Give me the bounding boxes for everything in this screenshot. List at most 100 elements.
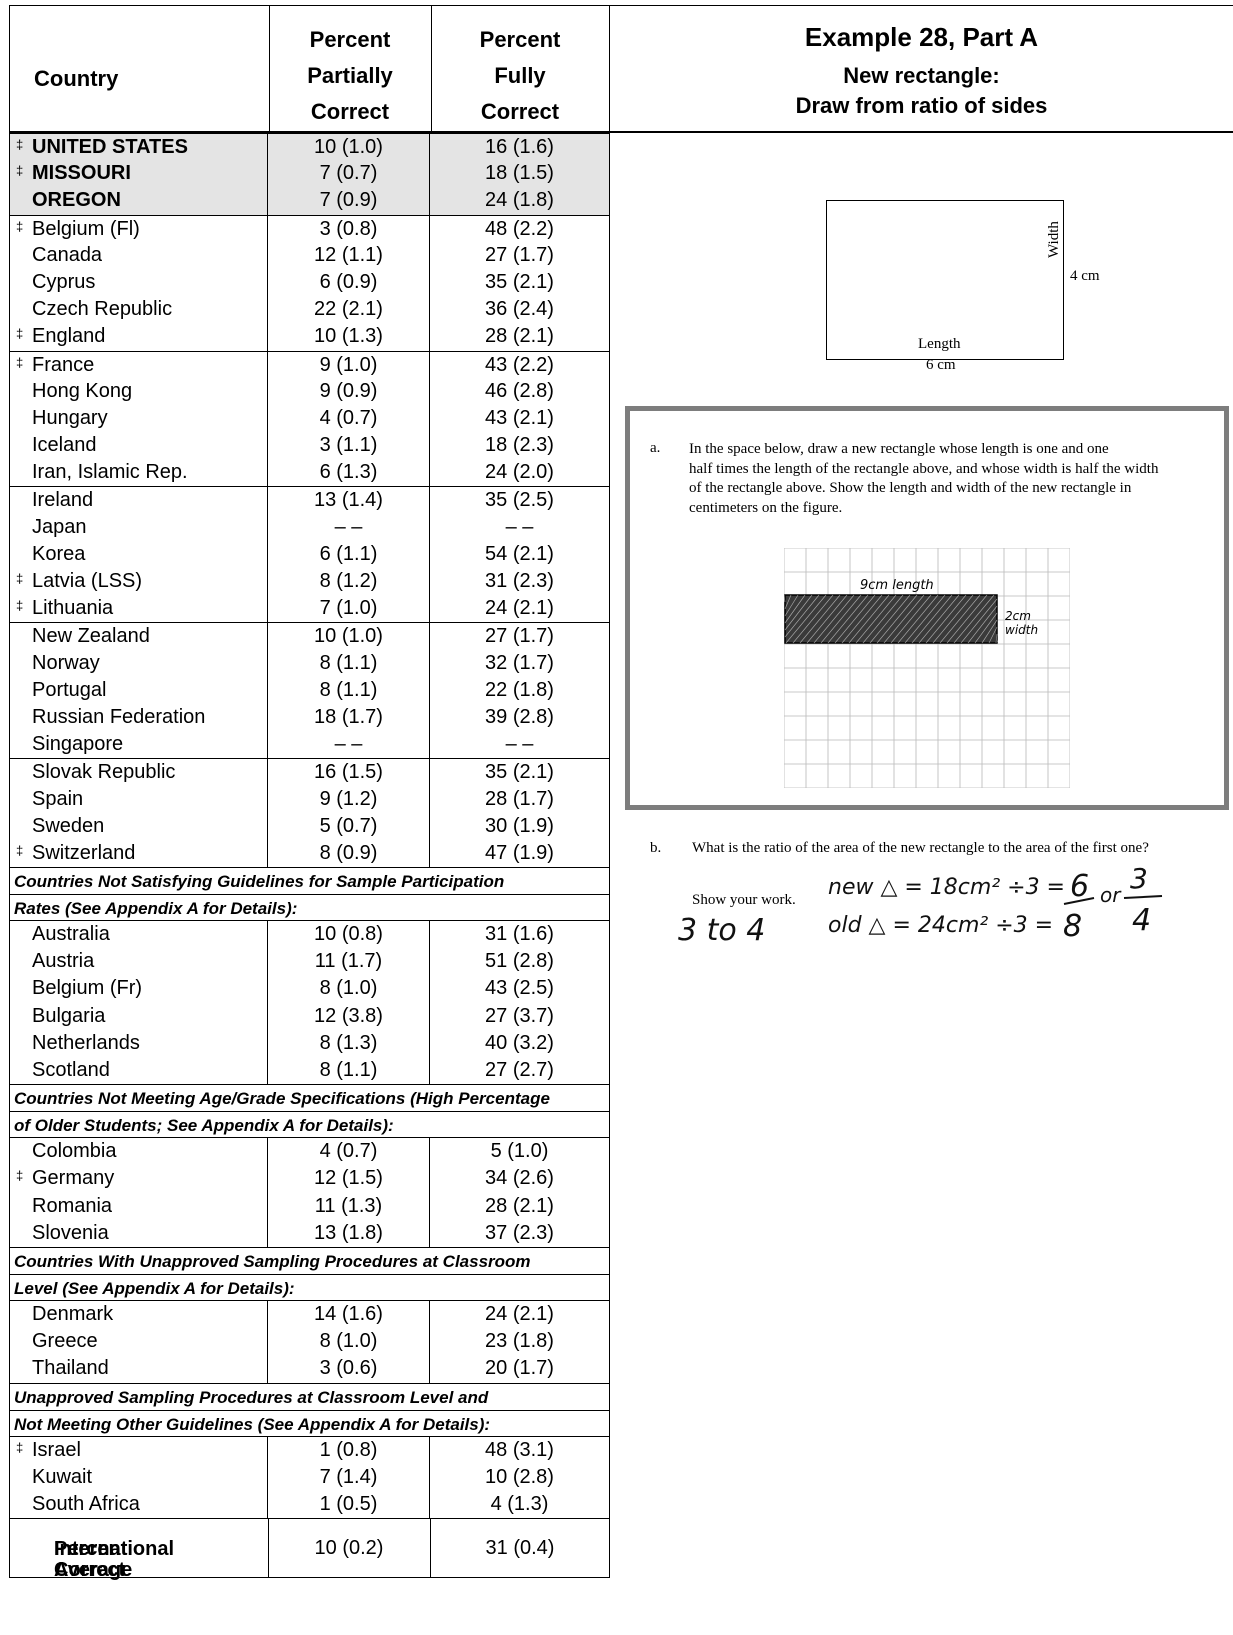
question-a-box bbox=[625, 406, 1229, 810]
table-row: Colombia 4 (0.7) 5 (1.0) bbox=[9, 1138, 610, 1166]
table-row: Slovenia 13 (1.8) 37 (2.3) bbox=[9, 1219, 610, 1247]
table-row: Japan – – – – bbox=[9, 513, 610, 541]
fully-cell: 27 (2.7) bbox=[430, 1057, 610, 1085]
table-header: Country Percent Partially Correct Percent F… bbox=[9, 5, 610, 133]
example-header: Example 28, Part A New rectangle: Draw f… bbox=[610, 5, 1233, 133]
country-cell: Hong Kong bbox=[9, 377, 268, 405]
partial-cell: 10 (1.0) bbox=[268, 133, 430, 161]
table-row: ‡ Latvia (LSS) 8 (1.2) 31 (2.3) bbox=[9, 568, 610, 596]
country-cell: Bulgaria bbox=[9, 1002, 268, 1030]
country-cell: Ireland bbox=[9, 486, 268, 514]
partial-cell: 8 (1.1) bbox=[268, 1057, 430, 1085]
partial-cell: 8 (0.9) bbox=[268, 839, 430, 868]
table-row: South Africa 1 (0.5) 4 (1.3) bbox=[9, 1490, 610, 1519]
partial-cell: 8 (1.0) bbox=[268, 1328, 430, 1356]
fully-cell: 28 (2.1) bbox=[430, 323, 610, 351]
table-row: ‡ Germany 12 (1.5) 34 (2.6) bbox=[9, 1165, 610, 1193]
example-title: Example 28, Part A bbox=[804, 22, 1039, 52]
fully-cell: 27 (1.7) bbox=[430, 241, 610, 269]
partial-cell: 9 (0.9) bbox=[268, 377, 430, 405]
section-header: Countries Not Meeting Age/Grade Specific… bbox=[9, 1084, 610, 1139]
country-cell: ‡ Germany bbox=[9, 1165, 268, 1193]
results-table: Country Percent Partially Correct Percent F… bbox=[9, 5, 610, 1635]
fully-cell: 24 (2.0) bbox=[430, 459, 610, 487]
hand-answer: 3 to 4 bbox=[678, 913, 765, 948]
partial-cell: – – bbox=[268, 731, 430, 759]
partial-cell: 6 (1.1) bbox=[268, 540, 430, 568]
country-cell: Romania bbox=[9, 1192, 268, 1220]
table-row: ‡ MISSOURI 7 (0.7) 18 (1.5) bbox=[9, 160, 610, 188]
country-cell: Slovak Republic bbox=[9, 758, 268, 786]
table-row: Ireland 13 (1.4) 35 (2.5) bbox=[9, 486, 610, 514]
partial-cell: 14 (1.6) bbox=[268, 1300, 430, 1329]
table-row: Hong Kong 9 (0.9) 46 (2.8) bbox=[9, 377, 610, 405]
partial-cell: – – bbox=[268, 513, 430, 541]
partial-cell: 6 (0.9) bbox=[268, 268, 430, 297]
drawn-rectangle bbox=[784, 594, 998, 644]
fully-cell: 43 (2.5) bbox=[430, 975, 610, 1003]
partial-cell: 7 (0.7) bbox=[268, 160, 430, 188]
country-cell: Norway bbox=[9, 649, 268, 677]
table-row: ‡ UNITED STATES 10 (1.0) 16 (1.6) bbox=[9, 133, 610, 161]
country-cell: Spain bbox=[9, 785, 268, 813]
table-row: OREGON 7 (0.9) 24 (1.8) bbox=[9, 187, 610, 215]
section-header: Countries Not Satisfying Guidelines for … bbox=[9, 867, 610, 922]
table-row: Romania 11 (1.3) 28 (2.1) bbox=[9, 1192, 610, 1220]
fully-cell: 35 (2.1) bbox=[430, 268, 610, 297]
dagger-mark: ‡ bbox=[16, 218, 24, 234]
table-row: ‡ Belgium (Fl) 3 (0.8) 48 (2.2) bbox=[9, 214, 610, 242]
table-row: ‡ Israel 1 (0.8) 48 (3.1) bbox=[9, 1436, 610, 1464]
country-cell: Czech Republic bbox=[9, 296, 268, 324]
partial-cell: 11 (1.7) bbox=[268, 948, 430, 976]
country-cell: New Zealand bbox=[9, 622, 268, 650]
question-b-marker: b. bbox=[650, 840, 662, 856]
fully-cell: 40 (3.2) bbox=[430, 1029, 610, 1057]
partial-cell: 22 (2.1) bbox=[268, 296, 430, 324]
partial-cell: 3 (1.1) bbox=[268, 432, 430, 460]
partial-cell: 8 (1.1) bbox=[268, 676, 430, 704]
country-cell: ‡ Belgium (Fl) bbox=[9, 214, 268, 242]
partial-cell: 7 (1.4) bbox=[268, 1463, 430, 1491]
fully-cell: – – bbox=[430, 513, 610, 541]
country-cell: Japan bbox=[9, 513, 268, 541]
country-cell: Austria bbox=[9, 948, 268, 976]
dagger-mark: ‡ bbox=[16, 571, 24, 586]
rect-width-label: Width bbox=[1046, 221, 1062, 258]
fully-cell: 18 (1.5) bbox=[430, 160, 610, 188]
table-row: ‡ Lithuania 7 (1.0) 24 (2.1) bbox=[9, 595, 610, 623]
partial-cell: 9 (1.2) bbox=[268, 785, 430, 813]
fully-cell: – – bbox=[430, 731, 610, 759]
dagger-mark: ‡ bbox=[16, 163, 24, 179]
hand-frac2-den: 4 bbox=[1132, 903, 1151, 938]
partial-cell: 13 (1.8) bbox=[268, 1219, 430, 1247]
country-cell: Canada bbox=[9, 241, 268, 269]
fully-cell: 48 (2.2) bbox=[430, 214, 610, 242]
table-row: New Zealand 10 (1.0) 27 (1.7) bbox=[9, 622, 610, 650]
partial-cell: 9 (1.0) bbox=[268, 350, 430, 378]
hand-frac-den: 8 bbox=[1063, 909, 1082, 944]
table-row: Bulgaria 12 (3.8) 27 (3.7) bbox=[9, 1002, 610, 1030]
table-row: Belgium (Fr) 8 (1.0) 43 (2.5) bbox=[9, 975, 610, 1003]
country-cell: Colombia bbox=[9, 1138, 268, 1166]
example-subtitle-2: Draw from ratio of sides bbox=[795, 93, 1048, 118]
fully-cell: 18 (2.3) bbox=[430, 432, 610, 460]
fully-cell: 22 (1.8) bbox=[430, 676, 610, 704]
table-row: Cyprus 6 (0.9) 35 (2.1) bbox=[9, 268, 610, 297]
rect-length-value: 6 cm bbox=[926, 357, 956, 373]
partial-cell: 11 (1.3) bbox=[268, 1192, 430, 1220]
partial-cell: 18 (1.7) bbox=[268, 703, 430, 732]
fully-cell: 24 (2.1) bbox=[430, 1300, 610, 1329]
country-cell: Sweden bbox=[9, 812, 268, 840]
fully-cell: 28 (1.7) bbox=[430, 785, 610, 813]
fully-cell: 35 (2.1) bbox=[430, 758, 610, 786]
country-cell: ‡ Switzerland bbox=[9, 839, 268, 868]
table-row: ‡ England 10 (1.3) 28 (2.1) bbox=[9, 323, 610, 351]
table-row: Netherlands 8 (1.3) 40 (3.2) bbox=[9, 1029, 610, 1057]
country-cell: ‡ France bbox=[9, 350, 268, 378]
country-cell: Denmark bbox=[9, 1300, 268, 1329]
original-rectangle bbox=[826, 200, 1064, 360]
rect-length-label: Length bbox=[918, 336, 961, 352]
table-row: Canada 12 (1.1) 27 (1.7) bbox=[9, 241, 610, 269]
fully-cell: 36 (2.4) bbox=[430, 296, 610, 324]
table-row: Russian Federation 18 (1.7) 39 (2.8) bbox=[9, 703, 610, 732]
